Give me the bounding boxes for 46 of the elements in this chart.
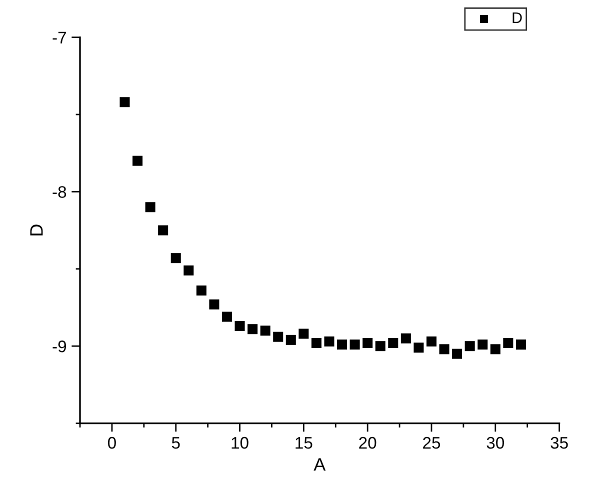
x-tick-label: 30 [486,436,504,449]
point [311,338,322,348]
y-tick-label: -8 [52,186,66,198]
point [350,340,360,350]
point [324,336,334,346]
point [400,333,411,344]
point [286,334,296,345]
point [490,344,500,354]
point [298,328,309,339]
x-tick-label: 35 [550,436,568,449]
point [120,97,130,108]
point [388,338,398,348]
point [516,340,526,350]
point [184,265,194,276]
point [132,156,143,166]
point [414,342,424,353]
point [375,341,386,352]
x-tick-label: 15 [296,437,312,449]
y-tick-label: -9 [52,340,66,352]
point [260,326,270,336]
point [196,286,206,296]
x-axis-title: A [314,458,326,471]
point [273,332,284,342]
x-tick-label: 10 [232,436,248,449]
point [426,336,436,346]
point [503,338,514,348]
x-tick-label: 20 [359,436,376,449]
point [170,253,181,264]
point [158,225,168,236]
x-tick-label: 0 [108,436,116,449]
point [478,340,488,350]
point [248,324,258,334]
point [234,321,245,332]
point [337,340,348,350]
y-axis-title: D [30,224,43,236]
point [464,341,475,352]
point [222,312,232,322]
x-tick-label: 5 [172,437,180,449]
point [439,344,450,354]
x-tick-label: 25 [423,436,440,449]
point [145,202,156,212]
y-tick-label: -7 [52,32,66,44]
point [452,348,462,359]
point [362,338,373,348]
legend-label: D [512,12,522,24]
point [209,299,220,310]
